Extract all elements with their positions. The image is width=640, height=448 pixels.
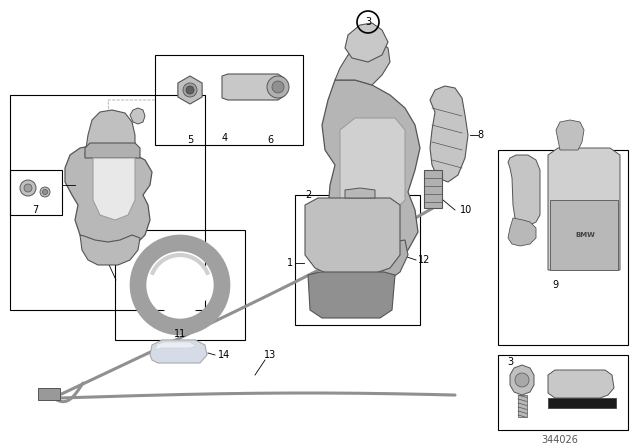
Circle shape <box>186 86 194 94</box>
Circle shape <box>40 187 50 197</box>
Text: 4: 4 <box>222 133 228 143</box>
Bar <box>295 195 420 325</box>
Polygon shape <box>550 200 618 270</box>
Polygon shape <box>85 110 135 155</box>
Polygon shape <box>548 370 614 398</box>
Polygon shape <box>548 398 616 408</box>
Text: 8: 8 <box>477 130 483 140</box>
Polygon shape <box>305 198 400 275</box>
Text: 9: 9 <box>552 280 558 290</box>
Polygon shape <box>155 342 196 350</box>
Polygon shape <box>430 86 468 182</box>
Polygon shape <box>308 272 395 318</box>
Bar <box>10 95 205 310</box>
Text: 3: 3 <box>365 17 371 27</box>
Circle shape <box>24 184 32 192</box>
Polygon shape <box>80 235 140 265</box>
Polygon shape <box>335 40 390 85</box>
Polygon shape <box>85 143 140 158</box>
Circle shape <box>515 373 529 387</box>
Polygon shape <box>548 148 620 270</box>
Bar <box>155 55 303 145</box>
Text: 7: 7 <box>32 205 38 215</box>
Bar <box>115 230 245 340</box>
Circle shape <box>150 255 210 315</box>
Text: 344026: 344026 <box>541 435 579 445</box>
Circle shape <box>183 83 197 97</box>
Bar <box>518 395 527 417</box>
Bar <box>38 388 60 400</box>
Bar <box>498 150 628 345</box>
Polygon shape <box>508 218 536 246</box>
Polygon shape <box>556 120 584 150</box>
Polygon shape <box>178 76 202 104</box>
Polygon shape <box>345 23 388 62</box>
Circle shape <box>20 180 36 196</box>
Text: BMW: BMW <box>575 232 595 238</box>
Polygon shape <box>222 74 284 100</box>
Polygon shape <box>510 365 534 395</box>
Bar <box>498 355 628 430</box>
Bar <box>10 170 62 215</box>
Polygon shape <box>338 240 408 285</box>
Polygon shape <box>93 158 135 220</box>
Circle shape <box>272 81 284 93</box>
Circle shape <box>267 76 289 98</box>
Polygon shape <box>508 155 540 226</box>
Text: 3: 3 <box>507 357 513 367</box>
Polygon shape <box>65 145 152 250</box>
Polygon shape <box>130 108 145 124</box>
Text: 10: 10 <box>460 205 472 215</box>
Text: 12: 12 <box>418 255 430 265</box>
Polygon shape <box>150 340 207 363</box>
Circle shape <box>42 190 47 194</box>
Text: 5: 5 <box>187 135 193 145</box>
Text: 1: 1 <box>287 258 293 268</box>
Polygon shape <box>340 118 405 215</box>
Text: 13: 13 <box>264 350 276 360</box>
Text: 6: 6 <box>267 135 273 145</box>
Bar <box>424 170 442 208</box>
Text: 14: 14 <box>218 350 230 360</box>
Text: 11: 11 <box>174 329 186 339</box>
Text: 2: 2 <box>305 190 311 200</box>
Polygon shape <box>345 188 375 198</box>
Polygon shape <box>322 80 420 265</box>
